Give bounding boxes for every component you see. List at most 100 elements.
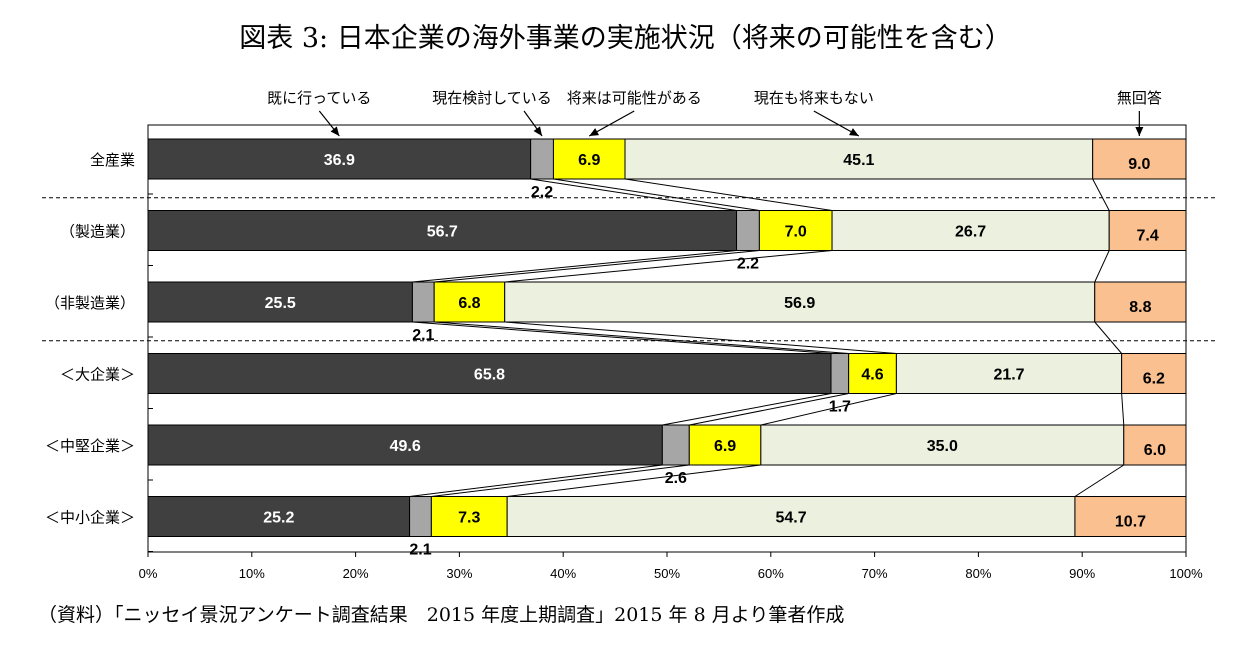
legend-arrowhead <box>849 128 859 136</box>
x-tick-label: 40% <box>550 566 576 581</box>
bar-segment <box>504 281 1096 323</box>
bar-segment <box>758 210 833 251</box>
value-label: 36.9 <box>324 152 355 169</box>
category-label: （製造業） <box>60 223 135 241</box>
legend: 既に行っている 現在検討している 将来は可能性がある 現在も将来もない 無回答 <box>267 89 1162 137</box>
x-tick-label: 30% <box>446 566 472 581</box>
x-tick-label: 0% <box>139 566 158 581</box>
legend-label: 現在も将来もない <box>754 89 874 107</box>
category-label: ＜中堅企業＞ <box>45 437 135 455</box>
value-label: 6.2 <box>1143 371 1165 388</box>
category-label: ＜中小企業＞ <box>45 509 135 527</box>
connector-line <box>689 393 849 426</box>
connector-line <box>507 464 761 497</box>
bar-segment <box>1074 496 1187 537</box>
bar-segment <box>1094 281 1187 323</box>
connector-line <box>553 178 760 211</box>
value-label: 35.0 <box>927 438 958 455</box>
connector-line <box>1092 178 1110 211</box>
x-axis-ticks: 0% 10% 20% 30% 40% 50% 60% 70% 80% 90% 100% <box>139 193 1203 581</box>
value-label: 21.7 <box>993 367 1024 384</box>
x-tick-label: 10% <box>239 566 265 581</box>
legend-arrowhead <box>533 126 543 136</box>
bar-segment <box>552 138 626 180</box>
value-label: 56.9 <box>784 295 815 312</box>
plot-area-border <box>147 124 1187 553</box>
connector-line <box>1094 250 1110 283</box>
bar-segment <box>430 496 508 537</box>
bar-segment <box>736 210 760 251</box>
value-label: 54.7 <box>775 510 806 527</box>
connector-line <box>412 250 737 283</box>
bar-segment <box>661 424 690 466</box>
value-label: 7.3 <box>458 510 480 527</box>
category-labels: 全産業 （製造業） （非製造業） ＜大企業＞ ＜中堅企業＞ ＜中小企業＞ <box>45 151 135 527</box>
value-label: 2.6 <box>665 470 687 487</box>
value-label: 6.0 <box>1144 442 1166 459</box>
x-tick-label: 80% <box>965 566 991 581</box>
source-note: （資料）「ニッセイ景況アンケート調査結果 2015 年度上期調査」2015 年 … <box>38 604 845 626</box>
connector-line <box>412 321 832 354</box>
value-label: 6.9 <box>578 152 600 169</box>
x-tick-label: 100% <box>1169 566 1203 581</box>
value-label: 7.0 <box>785 224 807 241</box>
bar-segment <box>760 424 1125 466</box>
legend-label: 将来は可能性がある <box>567 89 702 107</box>
legend-arrowhead <box>1135 127 1144 136</box>
connector-line <box>530 178 737 211</box>
bar-segment <box>1108 210 1187 251</box>
x-tick-label: 90% <box>1069 566 1095 581</box>
connector-line <box>760 393 897 426</box>
value-label: 26.7 <box>955 224 986 241</box>
bar-segment <box>506 496 1076 537</box>
category-label: （非製造業） <box>45 294 135 312</box>
value-label: 6.8 <box>458 295 480 312</box>
legend-arrowhead <box>330 126 340 136</box>
legend-label: 既に行っている <box>267 89 371 107</box>
value-label: 2.2 <box>737 256 759 273</box>
value-label: 10.7 <box>1115 514 1146 531</box>
connector-line <box>624 178 833 211</box>
bar-segment <box>624 138 1094 180</box>
bar-segment <box>147 424 663 466</box>
connector-line <box>434 321 849 354</box>
value-label: 6.9 <box>714 438 736 455</box>
value-label: 2.1 <box>409 542 431 559</box>
bar-segment <box>411 281 435 323</box>
value-label: 2.2 <box>531 184 553 201</box>
value-label: 7.4 <box>1136 228 1158 245</box>
category-label: 全産業 <box>90 151 135 169</box>
bar-segment <box>1092 138 1187 180</box>
bar-segment <box>688 424 762 466</box>
value-label: 56.7 <box>427 224 458 241</box>
value-label: 45.1 <box>843 152 874 169</box>
category-label: ＜大企業＞ <box>60 366 135 384</box>
legend-label: 無回答 <box>1117 89 1162 107</box>
connector-line <box>431 464 690 497</box>
connector-line <box>504 321 897 354</box>
value-label: 9.0 <box>1128 156 1150 173</box>
bar-segment <box>147 281 413 323</box>
chart-title: 図表 3: 日本企業の海外事業の実施状況（将来の可能性を含む） <box>239 23 1012 54</box>
value-label: 1.7 <box>829 399 851 416</box>
x-tick-label: 60% <box>758 566 784 581</box>
bar-segment <box>409 496 432 537</box>
connector-line <box>409 464 663 497</box>
bar-segment <box>895 353 1123 394</box>
connector-line <box>504 250 833 283</box>
value-label: 65.8 <box>474 367 505 384</box>
bar-segment <box>831 210 1110 251</box>
value-label: 25.5 <box>265 295 296 312</box>
legend-arrowhead <box>589 128 600 136</box>
bar-segment <box>1123 424 1187 466</box>
value-label: 49.6 <box>390 438 421 455</box>
stacked-bar-chart: 36.9 2.2 6.9 45.1 9.0 56.7 2.2 7.0 26.7 7.4 25.5 2.… <box>42 89 1215 581</box>
x-tick-label: 70% <box>862 566 888 581</box>
bar-segment <box>830 353 850 394</box>
connector-line <box>1121 393 1125 426</box>
connector-lines <box>409 178 1125 497</box>
value-label: 2.1 <box>412 327 434 344</box>
connector-line <box>434 250 760 283</box>
value-labels: 36.9 2.2 6.9 45.1 9.0 56.7 2.2 7.0 26.7 7.4 25.5 2.… <box>263 152 1166 559</box>
x-tick-label: 50% <box>654 566 680 581</box>
